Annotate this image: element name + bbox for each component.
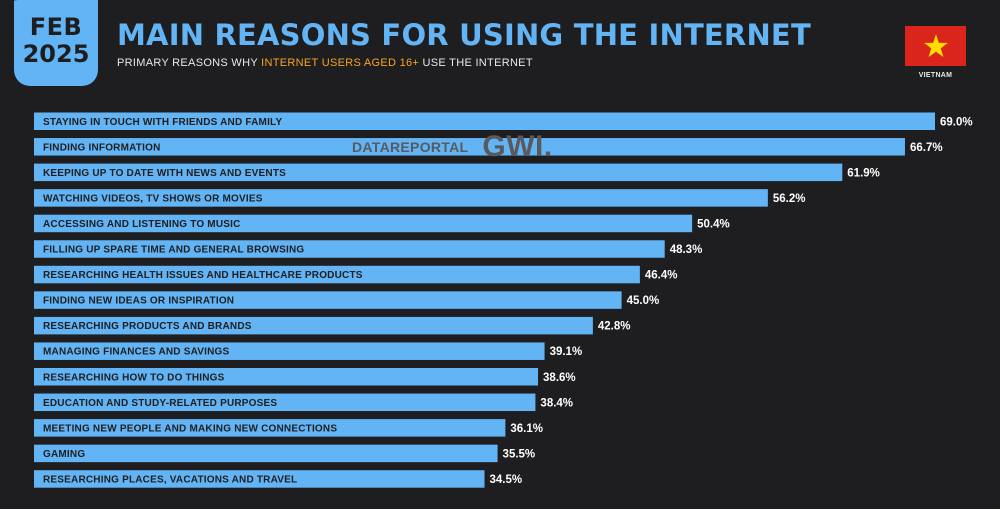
bar-5 [34, 214, 693, 233]
bar-14 [34, 444, 498, 463]
subtitle: PRIMARY REASONS WHY INTERNET USERS AGED … [117, 57, 533, 69]
bar-category-label: EDUCATION AND STUDY-RELATED PURPOSES [43, 398, 277, 409]
bar-7 [34, 265, 640, 284]
bar-8 [34, 291, 622, 309]
bar-category-label: FILLING UP SPARE TIME AND GENERAL BROWSI… [43, 245, 304, 256]
subtitle-prefix: PRIMARY REASONS WHY [117, 57, 262, 69]
bar-value-label: 69.0% [940, 116, 973, 128]
bar-15 [34, 470, 485, 488]
country-label: VIETNAM [918, 72, 953, 79]
bar-2 [34, 138, 905, 156]
bar-4 [34, 189, 768, 207]
bar-category-label: RESEARCHING HEALTH ISSUES AND HEALTHCARE… [43, 270, 363, 281]
bar-value-label: 48.3% [670, 244, 703, 256]
bar-1 [34, 112, 935, 130]
vietnam-flag-icon [905, 26, 966, 66]
bar-12 [34, 393, 536, 412]
bar-category-label: WATCHING VIDEOS, TV SHOWS OR MOVIES [43, 193, 263, 204]
bar-value-label: 35.5% [503, 448, 536, 460]
bar-category-label: GAMING [43, 449, 85, 460]
bar-category-label: FINDING INFORMATION [43, 142, 161, 153]
bar-category-label: MEETING NEW PEOPLE AND MAKING NEW CONNEC… [43, 423, 337, 434]
bar-value-label: 46.4% [645, 270, 678, 282]
subtitle-highlight: INTERNET USERS AGED 16+ [261, 57, 420, 69]
bar-category-label: STAYING IN TOUCH WITH FRIENDS AND FAMILY [43, 117, 282, 128]
bar-value-label: 38.6% [543, 372, 576, 384]
bar-category-label: RESEARCHING HOW TO DO THINGS [43, 372, 225, 383]
bar-category-label: MANAGING FINANCES AND SAVINGS [43, 347, 229, 358]
bar-13 [34, 419, 506, 437]
bar-10 [34, 342, 545, 360]
star-icon [923, 34, 948, 58]
subtitle-suffix: USE THE INTERNET [419, 57, 533, 69]
date-badge: FEB 2025 [14, 0, 98, 86]
date-month: FEB [29, 13, 83, 41]
bar-value-label: 42.8% [598, 321, 631, 333]
bar-category-label: KEEPING UP TO DATE WITH NEWS AND EVENTS [43, 168, 286, 179]
bar-value-label: 56.2% [773, 193, 806, 205]
bar-category-label: RESEARCHING PRODUCTS AND BRANDS [43, 321, 252, 332]
bar-6 [34, 240, 665, 258]
bar-category-label: ACCESSING AND LISTENING TO MUSIC [43, 219, 241, 230]
bar-value-label: 45.0% [627, 295, 660, 307]
bar-value-label: 36.1% [510, 423, 543, 435]
bar-value-label: 34.5% [490, 474, 523, 486]
bar-category-label: FINDING NEW IDEAS OR INSPIRATION [43, 296, 234, 307]
bar-value-label: 38.4% [540, 397, 573, 409]
bar-9 [34, 316, 593, 335]
bar-value-label: 66.7% [910, 142, 943, 154]
date-year: 2025 [22, 40, 90, 68]
bar-value-label: 39.1% [550, 346, 583, 358]
bar-category-label: RESEARCHING PLACES, VACATIONS AND TRAVEL [43, 474, 297, 485]
bar-value-label: 61.9% [847, 167, 880, 179]
page-title: MAIN REASONS FOR USING THE INTERNET [117, 18, 811, 52]
bar-11 [34, 368, 539, 386]
bar-3 [34, 163, 843, 182]
bar-value-label: 50.4% [697, 218, 730, 230]
